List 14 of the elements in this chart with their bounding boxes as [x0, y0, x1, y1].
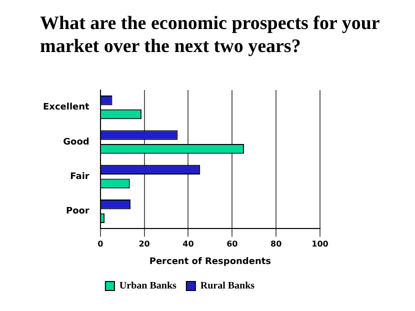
x-tick-label: 100 — [312, 239, 329, 248]
x-tick-label: 80 — [270, 239, 282, 248]
x-tick-label: 60 — [226, 239, 238, 248]
x-tick-label: 40 — [182, 239, 194, 248]
x-axis-title: Percent of Respondents — [149, 256, 272, 267]
y-tick-label: Good — [63, 137, 90, 148]
y-tick-label: Poor — [66, 206, 90, 217]
chart-title: What are the economic prospects for your market over the next two years? — [40, 12, 380, 58]
legend-label: Rural Banks — [200, 280, 255, 292]
legend-label: Urban Banks — [119, 280, 176, 292]
x-tick-label: 0 — [98, 239, 104, 248]
y-tick-label: Fair — [70, 172, 90, 182]
y-tick-label: Excellent — [42, 102, 90, 113]
x-tick-label: 20 — [138, 239, 150, 248]
